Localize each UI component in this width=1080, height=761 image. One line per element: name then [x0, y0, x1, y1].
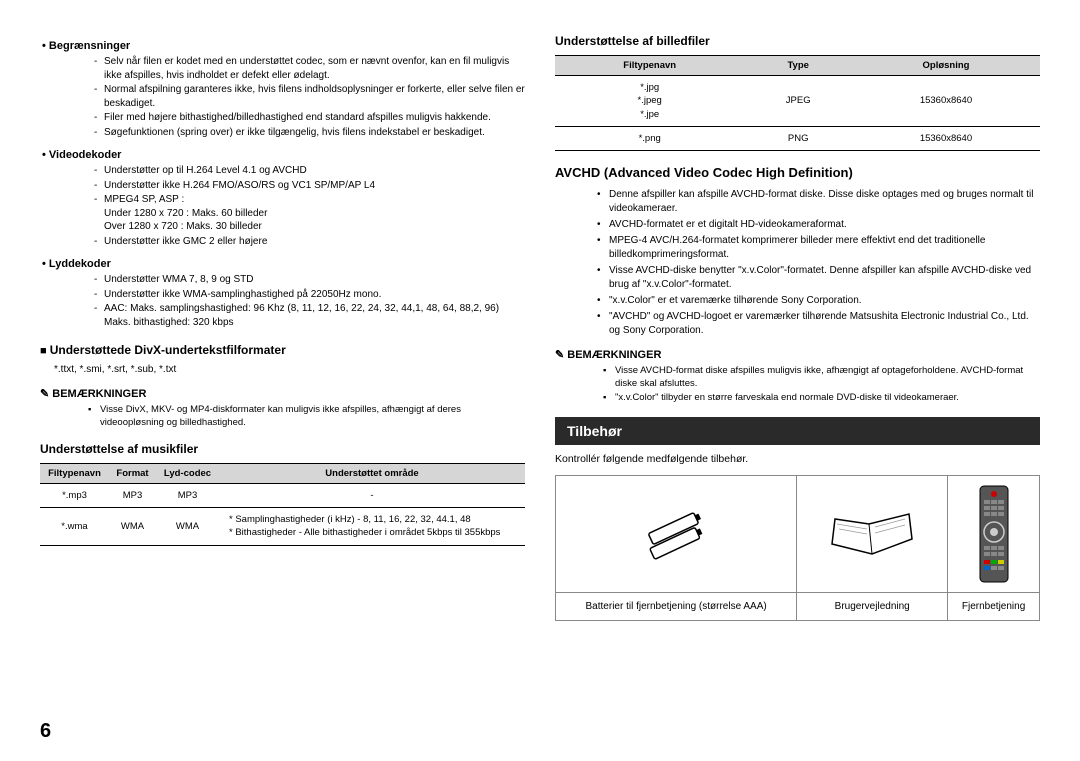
right-column: Understøttelse af billedfiler Filtypenav… — [555, 34, 1040, 621]
cell: 15360x8640 — [852, 126, 1040, 150]
list-item: MPEG4 SP, ASP : Under 1280 x 720 : Maks.… — [104, 193, 525, 234]
music-table: Filtypenavn Format Lyd-codec Understøtte… — [40, 463, 525, 546]
list-item: Denne afspiller kan afspille AVCHD-forma… — [609, 188, 1040, 216]
cell: MP3 — [109, 483, 156, 507]
list-item: Filer med højere bithastighed/billedhast… — [104, 111, 525, 125]
cell: 15360x8640 — [852, 76, 1040, 127]
col-header: Filtypenavn — [555, 56, 744, 76]
list-item: "AVCHD" og AVCHD-logoet er varemærker ti… — [609, 310, 1040, 338]
list-item: Understøtter ikke H.264 FMO/ASO/RS og VC… — [104, 179, 525, 193]
accessories-intro: Kontrollér følgende medfølgende tilbehør… — [555, 453, 1040, 465]
cell: *.png — [555, 126, 744, 150]
imagefiles-heading: Understøttelse af billedfiler — [555, 34, 1040, 48]
remote-icon — [948, 475, 1040, 592]
table-row: *.png PNG 15360x8640 — [555, 126, 1040, 150]
table-row: *.jpg *.jpeg *.jpe JPEG 15360x8640 — [555, 76, 1040, 127]
table-row: *.wma WMA WMA * Samplinghastigheder (i k… — [40, 507, 525, 545]
notes-list: Visse DivX, MKV- og MP4-diskformater kan… — [60, 404, 525, 430]
cell: * Samplinghastigheder (i kHz) - 8, 11, 1… — [219, 507, 525, 545]
accessory-label: Batterier til fjernbetjening (størrelse … — [556, 592, 797, 620]
left-column: Begrænsninger Selv når filen er kodet me… — [40, 34, 525, 621]
cell: *.wma — [40, 507, 109, 545]
divx-heading: Understøttede DivX-undertekstfilformater — [40, 343, 525, 357]
list-item: Visse AVCHD-diske benytter "x.v.Color"-f… — [609, 264, 1040, 292]
accessory-label: Fjernbetjening — [948, 592, 1040, 620]
limitations-list: Selv når filen er kodet med en understøt… — [64, 55, 525, 139]
accessories-heading: Tilbehør — [555, 417, 1040, 445]
list-item: "x.v.Color" tilbyder en større farveskal… — [615, 392, 1040, 405]
manual-icon — [797, 475, 948, 592]
col-header: Understøttet område — [219, 463, 525, 483]
avchd-heading: AVCHD (Advanced Video Codec High Definit… — [555, 165, 1040, 180]
list-item: Understøtter ikke GMC 2 eller højere — [104, 235, 525, 249]
divx-text: *.ttxt, *.smi, *.srt, *.sub, *.txt — [54, 363, 525, 377]
col-header: Lyd-codec — [156, 463, 219, 483]
notes-heading: BEMÆRKNINGER — [40, 387, 525, 400]
list-item: MPEG-4 AVC/H.264-formatet komprimerer bi… — [609, 234, 1040, 262]
list-item: AVCHD-formatet er et digitalt HD-videoka… — [609, 218, 1040, 232]
notes-heading-r: BEMÆRKNINGER — [555, 348, 1040, 361]
list-item: Søgefunktionen (spring over) er ikke til… — [104, 126, 525, 140]
audiodecoder-list: Understøtter WMA 7, 8, 9 og STD Understø… — [64, 273, 525, 329]
list-item: Selv når filen er kodet med en understøt… — [104, 55, 525, 82]
cell: WMA — [109, 507, 156, 545]
cell: PNG — [744, 126, 852, 150]
cell: JPEG — [744, 76, 852, 127]
batteries-icon — [556, 475, 797, 592]
col-header: Opløsning — [852, 56, 1040, 76]
cell: *.jpg *.jpeg *.jpe — [555, 76, 744, 127]
cell: MP3 — [156, 483, 219, 507]
cell: - — [219, 483, 525, 507]
col-header: Filtypenavn — [40, 463, 109, 483]
accessory-label: Brugervejledning — [797, 592, 948, 620]
accessories-table: Batterier til fjernbetjening (størrelse … — [555, 475, 1040, 621]
limitations-heading: Begrænsninger — [54, 40, 525, 52]
col-header: Type — [744, 56, 852, 76]
list-item: AAC: Maks. samplingshastighed: 96 Khz (8… — [104, 302, 525, 329]
audiodecoder-heading: Lyddekoder — [54, 258, 525, 270]
list-item: "x.v.Color" er et varemærke tilhørende S… — [609, 294, 1040, 308]
list-item: Normal afspilning garanteres ikke, hvis … — [104, 83, 525, 110]
image-table: Filtypenavn Type Opløsning *.jpg *.jpeg … — [555, 55, 1040, 151]
cell: *.mp3 — [40, 483, 109, 507]
music-heading: Understøttelse af musikfiler — [40, 442, 525, 456]
list-item: Understøtter op til H.264 Level 4.1 og A… — [104, 164, 525, 178]
table-row: *.mp3 MP3 MP3 - — [40, 483, 525, 507]
col-header: Format — [109, 463, 156, 483]
list-item: Visse DivX, MKV- og MP4-diskformater kan… — [100, 404, 525, 430]
list-item: Visse AVCHD-format diske afspilles mulig… — [615, 365, 1040, 391]
page-number: 6 — [40, 720, 51, 743]
notes-list-r: Visse AVCHD-format diske afspilles mulig… — [575, 365, 1040, 404]
avchd-list: Denne afspiller kan afspille AVCHD-forma… — [569, 188, 1040, 338]
cell: WMA — [156, 507, 219, 545]
videodecoder-list: Understøtter op til H.264 Level 4.1 og A… — [64, 164, 525, 248]
list-item: Understøtter ikke WMA-samplinghastighed … — [104, 288, 525, 302]
list-item: Understøtter WMA 7, 8, 9 og STD — [104, 273, 525, 287]
videodecoder-heading: Videodekoder — [54, 149, 525, 161]
